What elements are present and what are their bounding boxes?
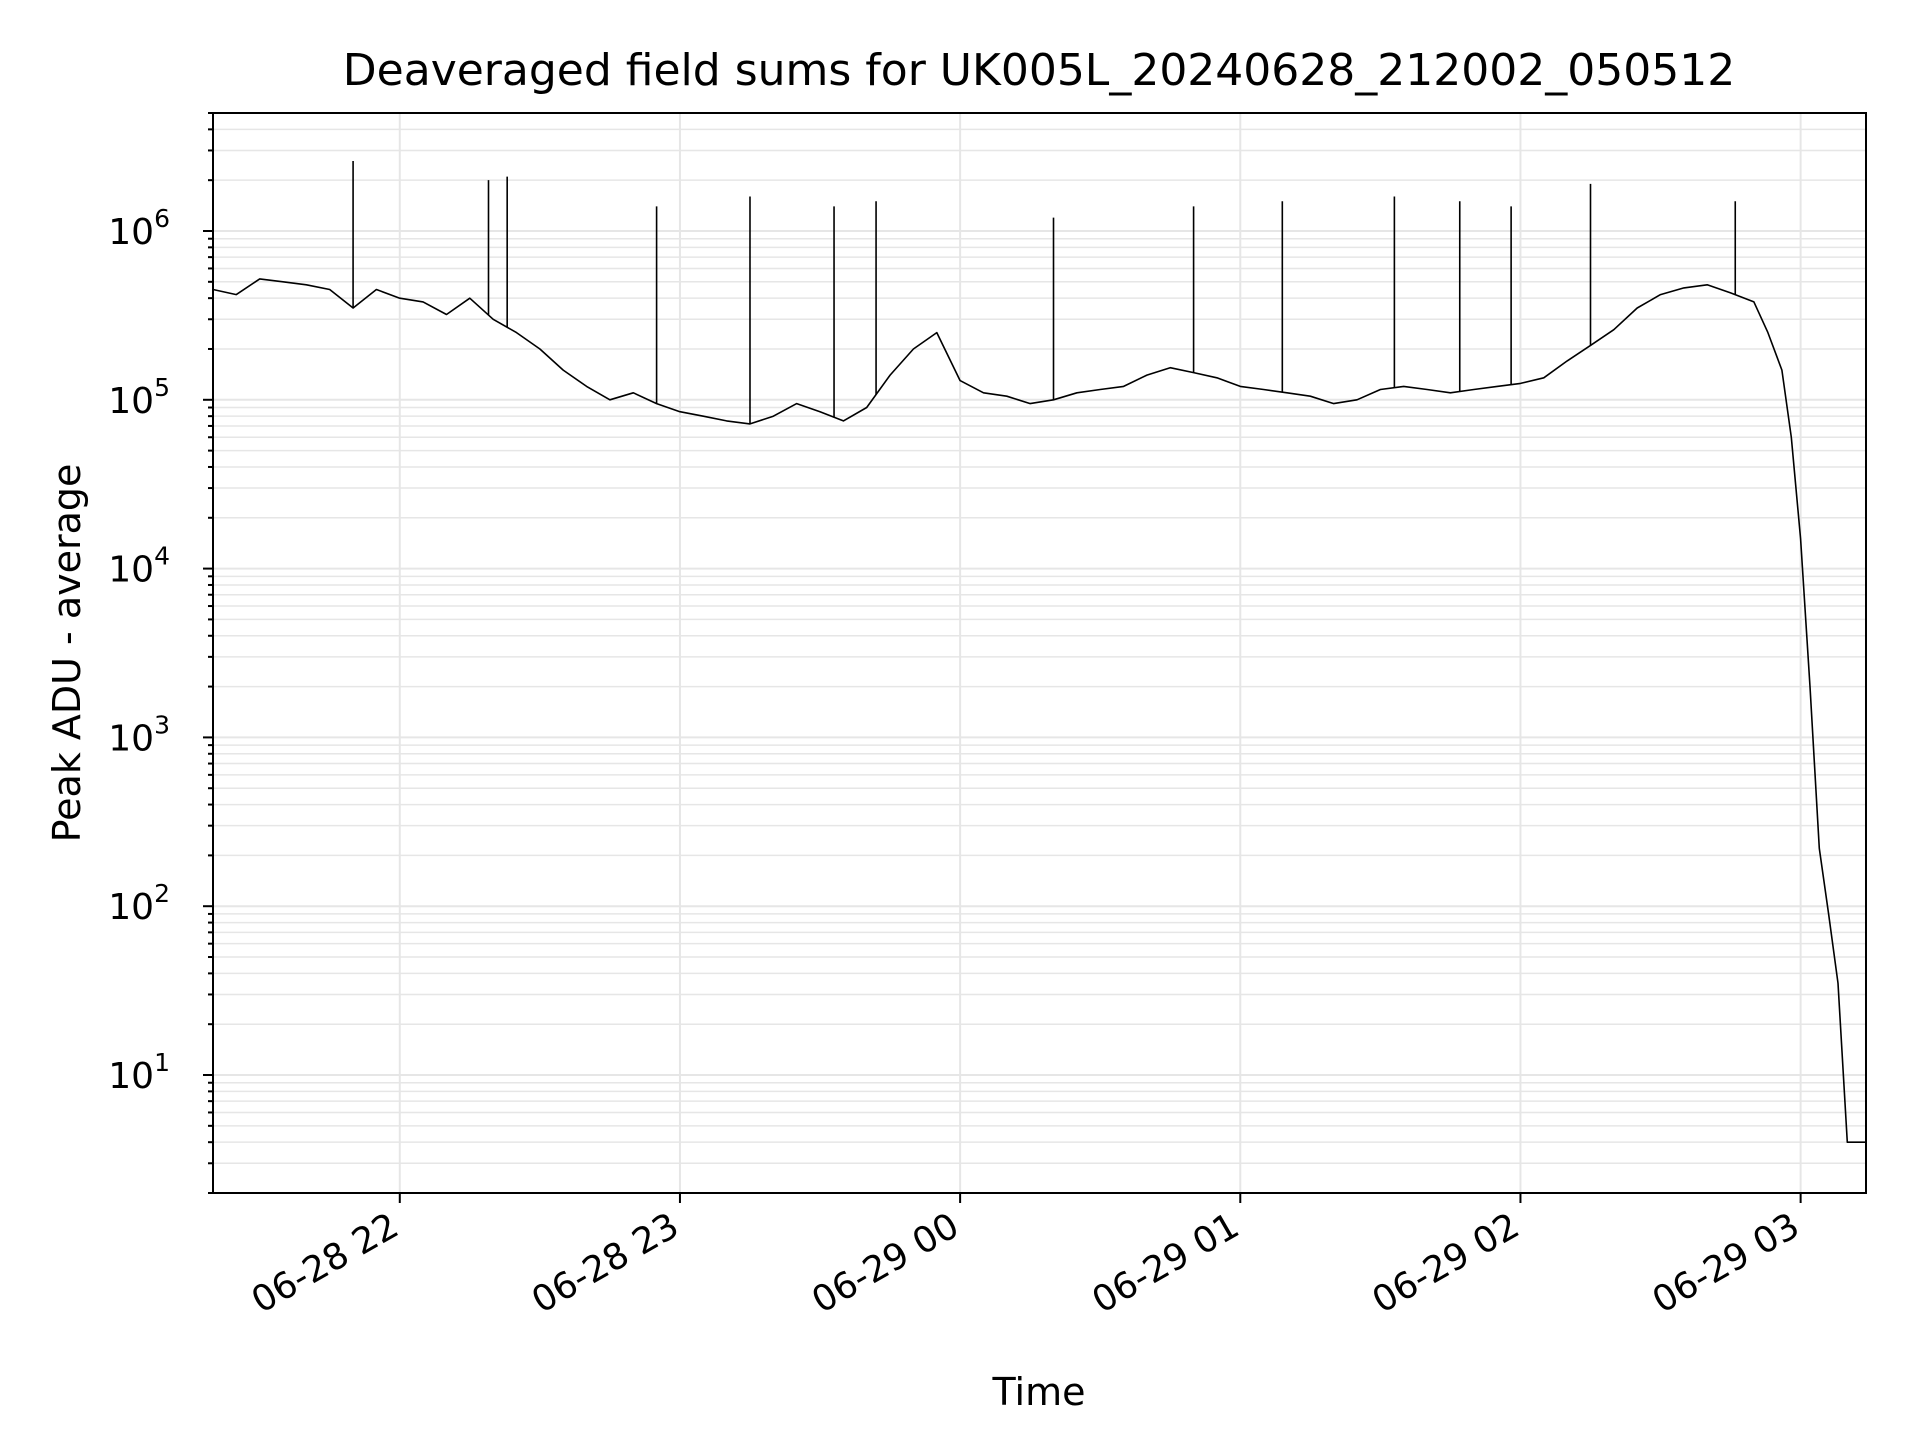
y-tick-label: 103	[108, 710, 170, 759]
y-tick-label: 106	[108, 204, 170, 253]
y-axis-ticks: 101 102 103 104 105 106	[108, 112, 213, 1194]
y-tick-label: 101	[108, 1048, 170, 1097]
plot-frame	[212, 112, 1867, 1194]
chart-title: Deaveraged field sums for UK005L_2024062…	[343, 45, 1735, 96]
y-tick-label: 102	[108, 879, 170, 928]
x-axis-label: Time	[992, 1370, 1086, 1414]
series-line	[212, 278, 1866, 1143]
y-tick-label: 104	[108, 542, 170, 591]
data-series	[212, 160, 1866, 1143]
y-tick-label: 105	[108, 373, 170, 422]
y-axis-label: Peak ADU - average	[45, 464, 89, 843]
